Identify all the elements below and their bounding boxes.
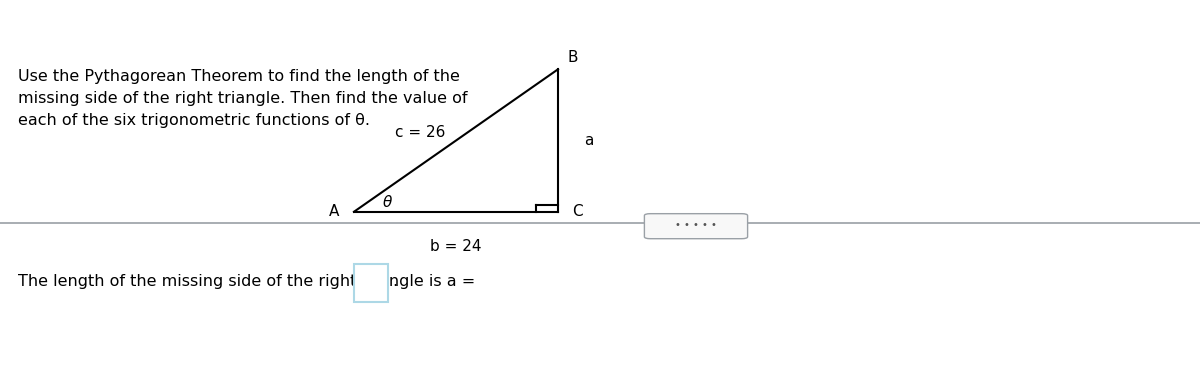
Text: C: C <box>572 204 583 219</box>
Text: • • • • •: • • • • • <box>676 220 716 230</box>
Text: .: . <box>392 274 397 288</box>
Text: B: B <box>568 50 578 65</box>
FancyBboxPatch shape <box>354 264 388 302</box>
Text: A: A <box>329 204 340 219</box>
Text: θ: θ <box>383 195 392 209</box>
Text: c = 26: c = 26 <box>395 126 445 140</box>
Text: The length of the missing side of the right triangle is a =: The length of the missing side of the ri… <box>18 274 475 288</box>
FancyBboxPatch shape <box>644 214 748 239</box>
Text: Use the Pythagorean Theorem to find the length of the
missing side of the right : Use the Pythagorean Theorem to find the … <box>18 69 468 127</box>
Text: b = 24: b = 24 <box>431 239 481 254</box>
Text: a: a <box>584 133 594 148</box>
